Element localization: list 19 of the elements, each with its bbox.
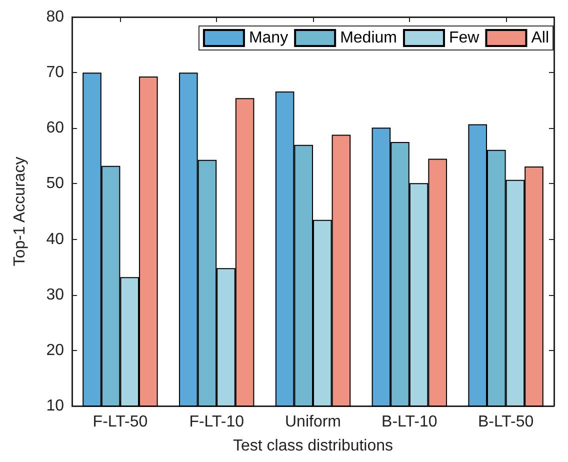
x-tick-label: F-LT-10 [189,414,244,430]
legend-label: All [531,30,549,46]
y-tick-label: 20 [46,342,64,359]
legend-label: Many [248,30,288,46]
x-tick-label: B-LT-10 [382,414,438,430]
y-tick-label: 70 [46,64,64,82]
y-tick-label: 50 [46,175,64,192]
y-tick-label: 30 [46,286,64,304]
y-tick-label: 60 [46,120,64,137]
legend-label: Few [448,30,480,46]
x-tick-label: F-LT-50 [92,414,148,430]
legend-label: Medium [340,30,397,46]
y-tick-label: 80 [46,8,64,26]
x-axis-title: Test class distributions [232,438,394,454]
x-tick-label: B-LT-50 [478,414,534,430]
y-tick-label: 10 [46,398,64,414]
y-tick-label: 40 [46,230,64,248]
x-tick-label: Uniform [284,414,342,430]
y-axis-title: Top-1 Accuracy [12,156,28,266]
